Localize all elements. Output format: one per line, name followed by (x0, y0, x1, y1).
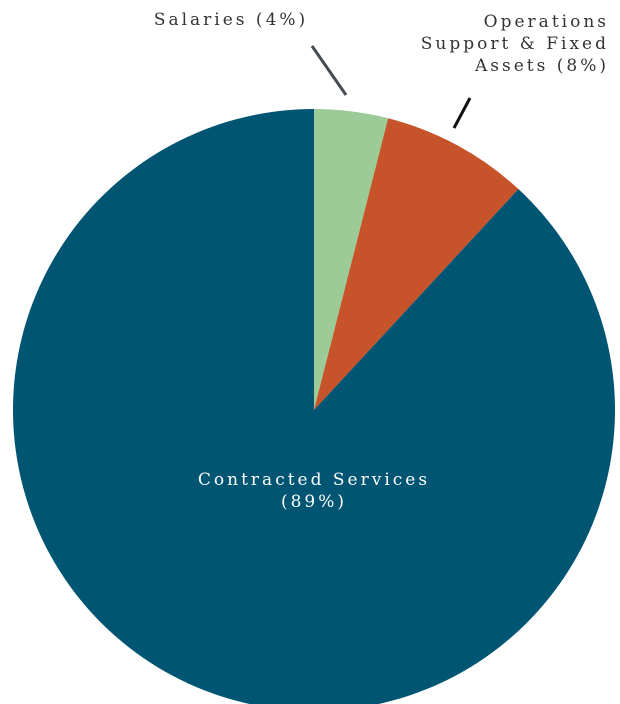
slice-label-operations-support-fixed-assets: Operations Support & Fixed Assets (8%) (421, 12, 609, 76)
slice-labels: Salaries (4%) Operations Support & Fixed As… (154, 10, 609, 512)
pie-slices (12, 109, 615, 704)
slice-label-line: (89%) (281, 492, 347, 512)
slice-label-line: Salaries (4%) (154, 10, 308, 30)
slice-label-line: Assets (8%) (474, 56, 609, 76)
pie-slice-salaries (314, 109, 389, 410)
pie-slice-operations-support-fixed-assets (314, 118, 519, 411)
leader-line-2 (452, 97, 472, 129)
slice-label-contracted-services: Contracted Services (89%) (198, 470, 430, 512)
slice-label-salaries: Salaries (4%) (154, 10, 308, 30)
slice-label-line: Support & Fixed (421, 34, 609, 54)
leader-lines (310, 45, 472, 129)
slice-label-line: Contracted Services (198, 470, 430, 490)
pie-slice-contracted-services (12, 109, 615, 704)
leader-line-1 (310, 45, 348, 96)
slice-label-line: Operations (484, 12, 609, 32)
